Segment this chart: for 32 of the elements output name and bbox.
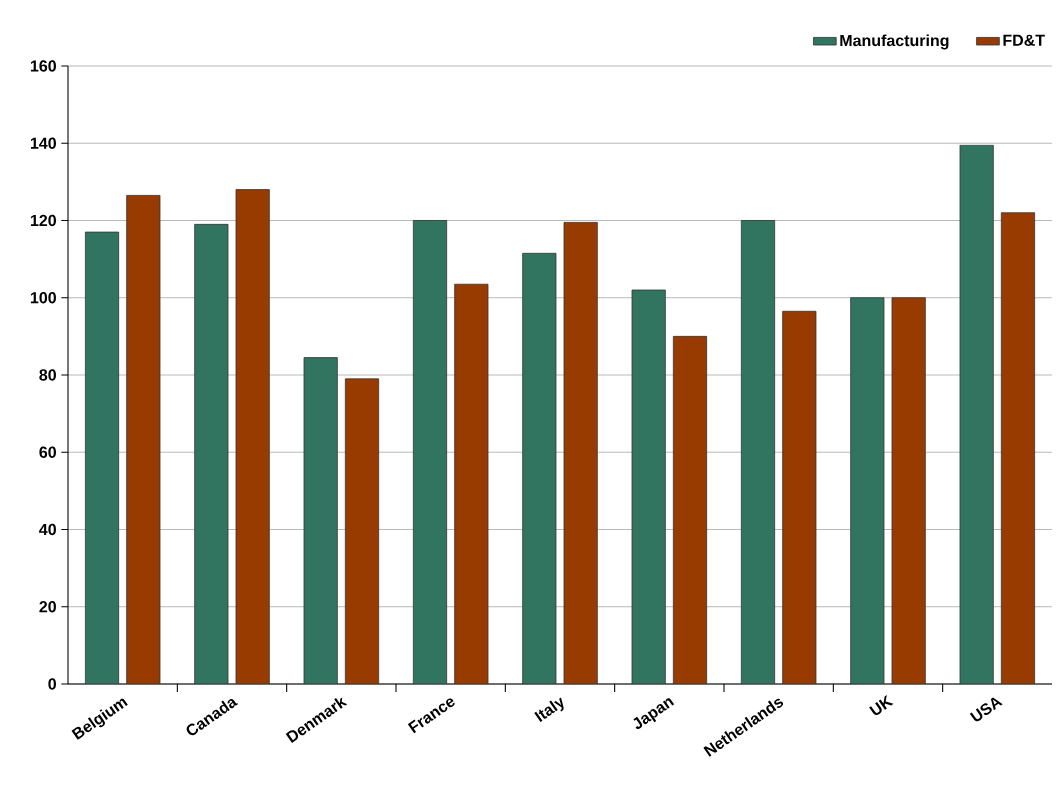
y-tick-label: 0 <box>48 678 56 690</box>
bar <box>454 283 489 684</box>
y-tick-label: 100 <box>30 292 56 304</box>
legend-label: Manufacturing <box>840 34 949 50</box>
bar <box>412 220 448 684</box>
bar <box>782 310 817 684</box>
bar <box>850 297 885 684</box>
y-tick-label: 60 <box>39 446 56 458</box>
y-tick-label: 40 <box>39 523 56 536</box>
bar <box>344 378 380 684</box>
y-tick-label: 120 <box>30 214 56 227</box>
y-tick-label: 20 <box>39 601 56 613</box>
bar <box>959 144 994 684</box>
x-tick-label: UK <box>869 695 894 716</box>
bar <box>891 297 926 684</box>
bar <box>303 357 338 684</box>
y-tick-label: 160 <box>30 60 56 72</box>
x-tick-label: USA <box>969 697 1003 722</box>
y-tick-label: 80 <box>39 369 56 381</box>
bar <box>1000 212 1036 684</box>
bar <box>235 189 270 684</box>
x-tick-label: Italy <box>534 697 564 722</box>
bar <box>84 231 120 684</box>
bar <box>631 289 666 684</box>
bar <box>740 220 776 684</box>
bar <box>194 223 229 684</box>
bar <box>563 222 598 684</box>
bar <box>522 252 557 684</box>
bar <box>126 194 161 684</box>
bar <box>672 335 708 684</box>
y-tick-label: 140 <box>30 137 56 149</box>
legend-label: FD&T <box>1003 34 1045 46</box>
